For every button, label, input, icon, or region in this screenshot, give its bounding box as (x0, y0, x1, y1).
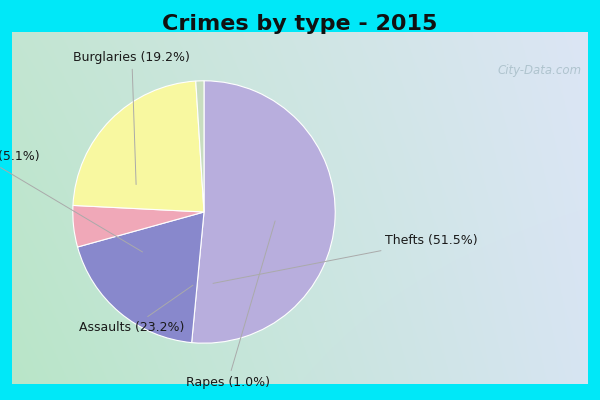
Wedge shape (77, 212, 204, 343)
Wedge shape (191, 81, 335, 343)
Wedge shape (73, 206, 204, 247)
Text: Crimes by type - 2015: Crimes by type - 2015 (163, 14, 437, 34)
Text: Assaults (23.2%): Assaults (23.2%) (79, 285, 193, 334)
Text: Thefts (51.5%): Thefts (51.5%) (213, 234, 478, 283)
Text: Burglaries (19.2%): Burglaries (19.2%) (73, 51, 190, 184)
Wedge shape (73, 81, 204, 212)
Text: City-Data.com: City-Data.com (498, 64, 582, 77)
Text: Rapes (1.0%): Rapes (1.0%) (185, 221, 275, 389)
Text: Auto thefts (5.1%): Auto thefts (5.1%) (0, 150, 143, 252)
Wedge shape (196, 81, 204, 212)
